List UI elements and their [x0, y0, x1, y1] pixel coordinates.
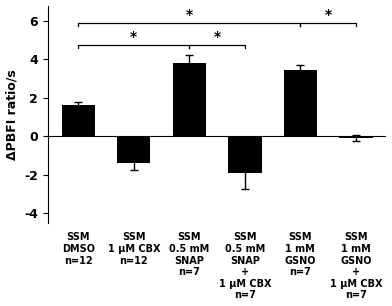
Bar [284, 70, 317, 136]
Text: *: * [214, 30, 221, 44]
Text: *: * [325, 8, 332, 22]
Y-axis label: ΔPBFI ratio/s: ΔPBFI ratio/s [5, 69, 18, 159]
Text: *: * [186, 8, 193, 22]
Bar [117, 136, 151, 163]
Bar [172, 63, 206, 136]
Bar [228, 136, 261, 173]
Bar [62, 105, 95, 136]
Bar [339, 136, 372, 138]
Text: *: * [130, 30, 137, 44]
